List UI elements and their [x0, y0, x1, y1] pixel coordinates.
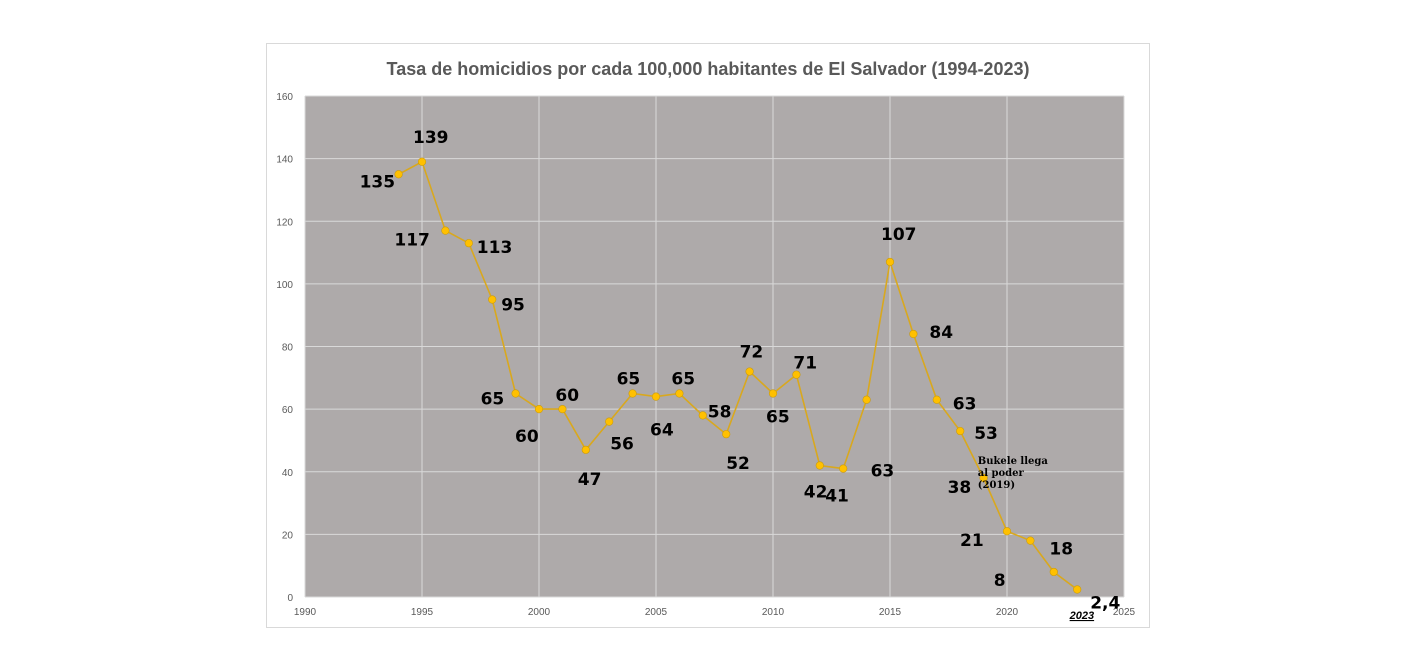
data-label: 60: [555, 386, 579, 406]
y-tick-label: 160: [276, 92, 293, 103]
chart-frame: Tasa de homicidios por cada 100,000 habi…: [266, 43, 1150, 628]
data-point: [394, 170, 403, 179]
annotation-bukele: (2019): [978, 480, 1015, 491]
data-point: [534, 405, 544, 414]
data-point: [417, 157, 427, 166]
y-tick-label: 100: [276, 280, 293, 291]
data-point: [488, 295, 497, 304]
data-point: [979, 473, 988, 483]
data-point: [511, 389, 520, 398]
data-point: [815, 461, 824, 470]
data-label: 107: [881, 225, 917, 245]
annotation-bukele: al poder: [978, 468, 1025, 479]
x-tick-label: 1990: [294, 607, 317, 618]
data-point: [839, 464, 848, 473]
data-label: 52: [726, 454, 750, 474]
data-label: 64: [650, 421, 674, 441]
data-point: [1073, 585, 1082, 594]
data-point: [722, 430, 731, 439]
data-label: 71: [793, 354, 817, 374]
y-tick-label: 140: [276, 155, 293, 166]
data-label: 63: [871, 462, 895, 482]
y-tick-label: 80: [282, 343, 294, 354]
data-label: 84: [929, 323, 953, 343]
data-label: 42: [804, 482, 828, 502]
data-point: [651, 392, 661, 401]
annotation-year-2023: 2023: [1069, 610, 1094, 622]
data-point: [558, 405, 567, 414]
data-label: 58: [708, 402, 732, 422]
data-labels: 135 139 117 113 95 65 60 60 47 56 65 64 65 58 52 72 65 71…: [360, 128, 1121, 614]
x-tick-label: 1995: [411, 607, 434, 618]
data-point: [792, 370, 801, 379]
data-point: [932, 395, 941, 404]
line-chart: Tasa de homicidios por cada 100,000 habi…: [276, 59, 1136, 622]
y-tick-label: 120: [276, 217, 293, 228]
data-point: [1026, 536, 1035, 545]
chart-title: Tasa de homicidios por cada 100,000 habi…: [387, 59, 1030, 79]
data-label: 21: [960, 531, 984, 551]
data-label: 65: [481, 389, 505, 409]
y-axis: 0 20 40 60 80 100 120 140 160: [276, 92, 293, 604]
data-point: [745, 367, 754, 376]
data-label: 139: [413, 128, 449, 148]
x-tick-label: 2015: [879, 607, 902, 618]
data-label: 65: [671, 369, 695, 389]
data-label: 65: [766, 407, 790, 427]
data-label: 113: [477, 238, 513, 258]
series-line: [398, 160, 1078, 591]
data-point: [581, 445, 590, 454]
x-axis: 1990 1995 2000 2005 2010 2015 2020 2025: [294, 607, 1136, 618]
x-tick-label: 2005: [645, 607, 668, 618]
data-point: [885, 257, 895, 267]
data-point: [464, 239, 473, 248]
x-tick-label: 2000: [528, 607, 551, 618]
data-label: 8: [994, 571, 1006, 591]
data-label: 72: [740, 343, 764, 363]
y-tick-label: 40: [282, 468, 294, 479]
x-tick-label: 2025: [1113, 607, 1136, 618]
data-point: [628, 389, 637, 398]
data-point: [1002, 527, 1012, 536]
data-label: 117: [394, 231, 430, 251]
data-point: [675, 389, 684, 398]
data-label: 56: [610, 435, 634, 455]
data-label: 41: [825, 487, 849, 507]
data-label: 47: [578, 470, 602, 490]
x-tick-label: 2010: [762, 607, 785, 618]
data-label: 2,4: [1090, 593, 1120, 613]
data-point: [862, 395, 871, 404]
data-label: 65: [617, 369, 641, 389]
data-point: [441, 226, 450, 235]
data-point: [605, 417, 614, 426]
data-points: [394, 157, 1082, 594]
data-label: 135: [360, 172, 396, 192]
data-point: [768, 389, 778, 398]
data-label: 38: [948, 478, 972, 498]
gridlines: [304, 95, 1125, 598]
y-tick-label: 20: [282, 530, 294, 541]
data-label: 95: [501, 296, 525, 316]
annotation-bukele: Bukele llega: [978, 456, 1049, 467]
data-label: 63: [953, 395, 977, 415]
data-label: 18: [1049, 540, 1073, 560]
data-point: [909, 329, 918, 339]
data-point: [956, 426, 965, 436]
x-tick-label: 2020: [996, 607, 1019, 618]
y-tick-label: 60: [282, 405, 294, 416]
y-tick-label: 0: [287, 593, 293, 604]
data-point: [698, 411, 707, 420]
data-label: 53: [974, 424, 998, 444]
data-point: [1049, 567, 1058, 577]
data-label: 60: [515, 427, 539, 447]
